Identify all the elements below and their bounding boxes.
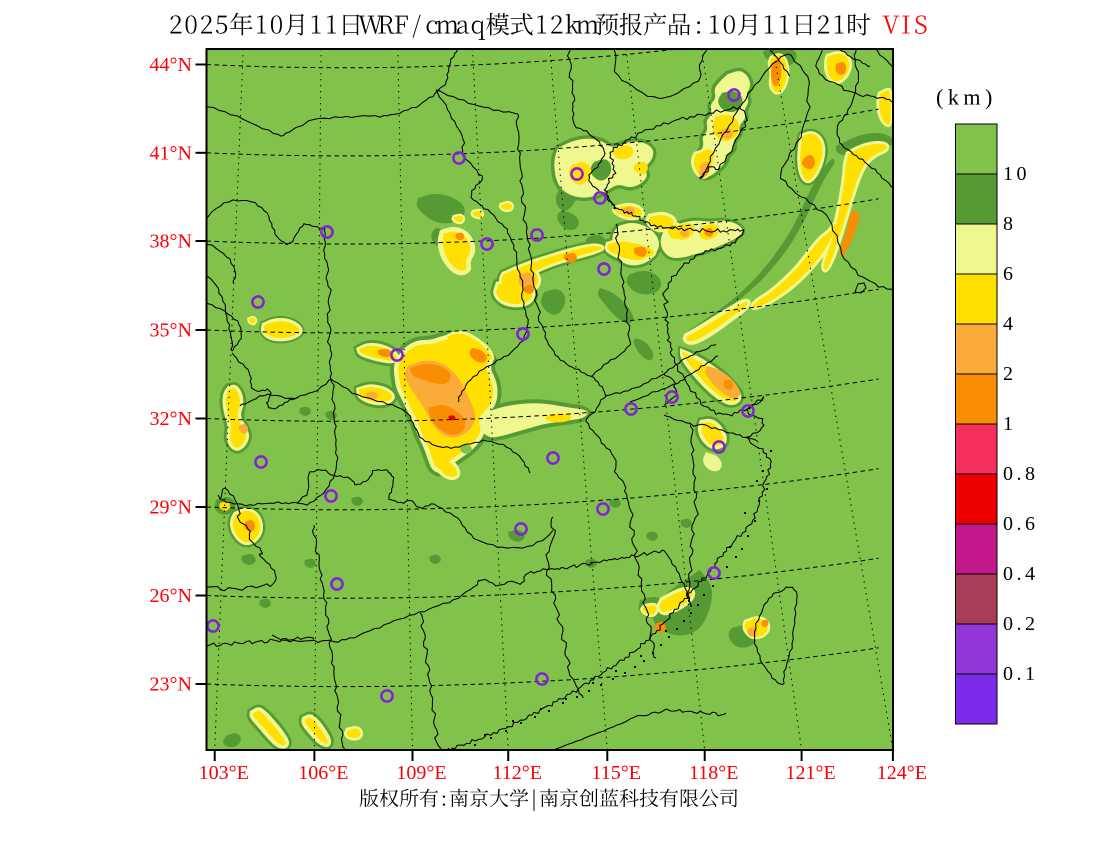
svg-text:6: 6	[1003, 263, 1017, 285]
svg-text:121°E: 121°E	[785, 762, 835, 784]
svg-text:32°N: 32°N	[150, 408, 192, 430]
svg-text:0.1: 0.1	[1003, 663, 1039, 685]
svg-text:0.8: 0.8	[1003, 463, 1039, 485]
svg-text:41°N: 41°N	[150, 142, 192, 164]
svg-text:29°N: 29°N	[150, 497, 192, 519]
svg-text:118°E: 118°E	[689, 762, 738, 784]
svg-text:0.2: 0.2	[1003, 613, 1039, 635]
svg-text:0.4: 0.4	[1003, 563, 1039, 585]
svg-text:44°N: 44°N	[150, 54, 192, 76]
svg-text:112°E: 112°E	[492, 762, 541, 784]
svg-text:106°E: 106°E	[298, 762, 348, 784]
svg-text:10: 10	[1003, 163, 1030, 185]
svg-text:1: 1	[1003, 413, 1017, 435]
svg-text:103°E: 103°E	[199, 762, 249, 784]
svg-text:115°E: 115°E	[592, 762, 641, 784]
svg-text:4: 4	[1003, 313, 1017, 335]
svg-text:0.6: 0.6	[1003, 513, 1039, 535]
svg-text:2: 2	[1003, 363, 1017, 385]
svg-text:35°N: 35°N	[150, 320, 192, 342]
svg-text:(km): (km)	[936, 85, 997, 110]
svg-text:23°N: 23°N	[150, 674, 192, 696]
svg-text:38°N: 38°N	[150, 231, 192, 253]
svg-text:109°E: 109°E	[396, 762, 446, 784]
svg-text:124°E: 124°E	[877, 762, 927, 784]
svg-text:8: 8	[1003, 213, 1017, 235]
svg-text:26°N: 26°N	[150, 585, 192, 607]
